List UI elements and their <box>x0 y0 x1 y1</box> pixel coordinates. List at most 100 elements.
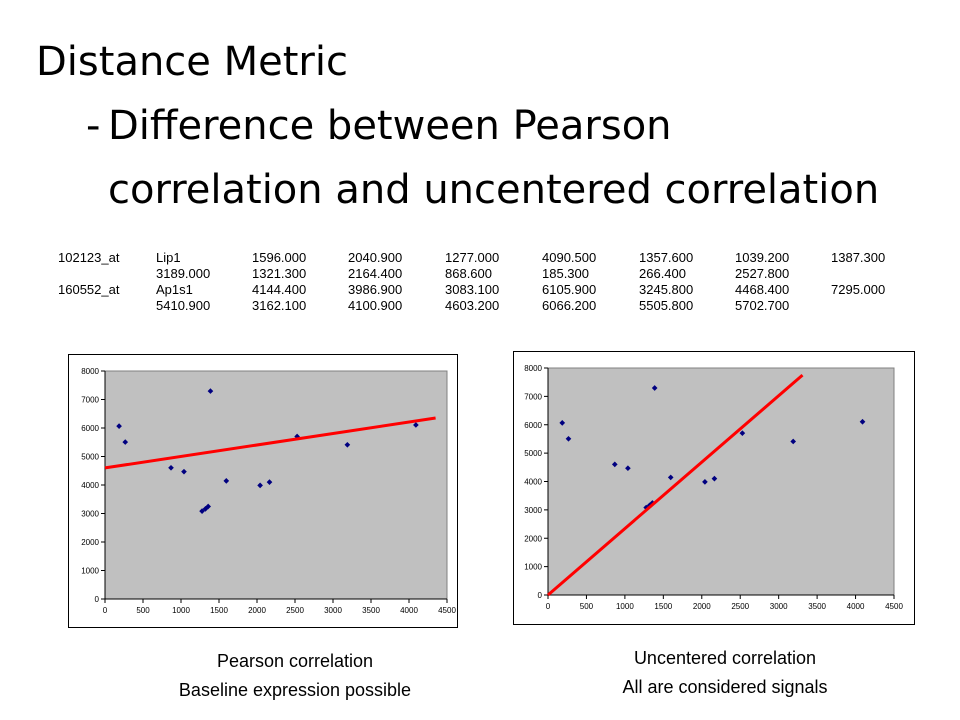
expression-value-cell: 3083.100 <box>445 282 500 297</box>
y-tick-label: 3000 <box>81 510 99 519</box>
data-point <box>168 464 174 471</box>
title-line-2: Difference between Pearson <box>108 103 672 149</box>
expression-value-cell: 2527.800 <box>735 266 790 281</box>
x-tick-label: 3500 <box>808 602 826 611</box>
y-tick-label: 6000 <box>524 421 542 430</box>
x-tick-label: 1000 <box>616 602 634 611</box>
data-point <box>667 474 674 481</box>
x-tick-label: 0 <box>546 602 551 611</box>
uncentered-scatter-chart: 0 1000 2000 3000 4000 5000 6000 7000 8000 0 500 100… <box>524 364 903 611</box>
expression-value-cell <box>831 266 891 282</box>
x-tick-label: 2500 <box>731 602 749 611</box>
expression-value-cell: 3189.000 <box>156 266 211 281</box>
pearson-chart-frame: 0 1000 2000 3000 4000 5000 6000 7000 8000 0 500 100… <box>68 354 458 628</box>
pearson-caption: Pearson correlation Baseline expression … <box>110 647 480 705</box>
expression-value-cell: 5702.700 <box>735 298 790 313</box>
expression-value-cell: 4468.400 <box>735 282 790 297</box>
expression-value-cell: 6105.900 <box>542 282 597 297</box>
expression-value-cell: 1387.300 <box>831 250 886 265</box>
pearson-scatter-chart: 0 1000 2000 3000 4000 5000 6000 7000 8000 0 500 100… <box>81 367 456 615</box>
probe-id-cell <box>58 298 156 314</box>
y-tick-label: 8000 <box>524 364 542 373</box>
title-subpoint: - Difference between Pearson <box>36 94 946 158</box>
y-tick-label: 2000 <box>81 538 99 547</box>
expression-value-cell: 3245.800 <box>639 282 694 297</box>
title-subpoint-cont: correlation and uncentered correlation <box>36 158 946 222</box>
expression-value-cell: 5505.800 <box>639 298 694 313</box>
x-tick-label: 4000 <box>847 602 865 611</box>
data-point <box>116 423 122 429</box>
gene-row: 3189.000 1321.300 2164.400 868.600 185.300 26… <box>58 266 891 282</box>
gene-symbol-cell: Ap1s1 <box>156 282 193 297</box>
gene-symbol-cell: Lip1 <box>156 250 181 265</box>
expression-value-cell: 868.600 <box>445 266 492 281</box>
x-tick-label: 3500 <box>362 606 380 615</box>
x-tick-label: 3000 <box>324 606 342 615</box>
data-point <box>790 438 797 445</box>
gene-expression-table: 102123_at Lip1 1596.000 2040.900 1277.000 409… <box>58 250 891 314</box>
expression-value-cell: 4100.900 <box>348 298 403 313</box>
y-tick-label: 5000 <box>81 453 99 462</box>
expression-value-cell: 2040.900 <box>348 250 403 265</box>
slide-title: Distance Metric - Difference between Pea… <box>36 30 946 222</box>
x-tick-label: 500 <box>136 606 150 615</box>
expression-value-cell: 6066.200 <box>542 298 597 313</box>
probe-id-cell: 102123_at <box>58 250 120 265</box>
y-tick-label: 2000 <box>524 534 542 543</box>
expression-value-cell: 4603.200 <box>445 298 500 313</box>
expression-value-cell <box>831 298 891 314</box>
data-point <box>711 475 718 482</box>
gene-row: 102123_at Lip1 1596.000 2040.900 1277.000 409… <box>58 250 891 266</box>
data-point <box>344 441 351 448</box>
plot-area <box>104 370 448 600</box>
x-tick-label: 1000 <box>172 606 190 615</box>
data-point <box>223 478 230 484</box>
trend-line <box>547 373 804 597</box>
expression-value-cell: 1357.600 <box>639 250 694 265</box>
gene-row: 5410.900 3162.100 4100.900 4603.200 6066.200… <box>58 298 891 314</box>
pearson-caption-line-1: Pearson correlation <box>216 651 374 671</box>
data-point <box>257 482 263 489</box>
data-point <box>122 439 129 445</box>
y-tick-label: 5000 <box>524 449 542 458</box>
data-point <box>266 479 273 485</box>
y-tick-label: 7000 <box>524 392 542 401</box>
data-point <box>625 465 631 472</box>
gene-row: 160552_at Ap1s1 4144.400 3986.900 3083.100 61… <box>58 282 891 298</box>
probe-id-cell: 160552_at <box>58 282 120 297</box>
y-tick-label: 4000 <box>81 481 99 490</box>
expression-value-cell: 1596.000 <box>252 250 307 265</box>
expression-value-cell: 185.300 <box>542 266 589 281</box>
x-tick-label: 2500 <box>286 606 304 615</box>
pearson-caption-line-2: Baseline expression possible <box>178 680 412 700</box>
x-tick-label: 3000 <box>770 602 788 611</box>
probe-id-cell <box>58 266 156 282</box>
expression-value-cell: 4144.400 <box>252 282 307 297</box>
x-tick-label: 1500 <box>210 606 228 615</box>
y-tick-label: 8000 <box>81 367 99 376</box>
expression-value-cell: 5410.900 <box>156 298 211 313</box>
data-point <box>202 506 209 512</box>
expression-value-cell: 7295.000 <box>831 282 886 297</box>
y-tick-label: 6000 <box>81 424 99 433</box>
uncentered-caption: Uncentered correlation All are considere… <box>540 644 910 702</box>
y-tick-label: 4000 <box>524 478 542 487</box>
expression-value-cell: 3986.900 <box>348 282 403 297</box>
uncentered-chart-frame: 0 1000 2000 3000 4000 5000 6000 7000 8000 0 500 100… <box>513 351 915 625</box>
y-tick-label: 3000 <box>524 506 542 515</box>
expression-value-cell: 4090.500 <box>542 250 597 265</box>
data-point <box>859 418 866 425</box>
x-tick-label: 4500 <box>885 602 903 611</box>
trend-line <box>104 416 436 470</box>
x-tick-label: 4000 <box>400 606 418 615</box>
uncentered-caption-line-2: All are considered signals <box>622 677 828 697</box>
y-tick-label: 0 <box>538 591 543 600</box>
plot-area <box>547 367 895 596</box>
title-line-3: correlation and uncentered correlation <box>108 167 880 213</box>
expression-value-cell: 266.400 <box>639 266 686 281</box>
expression-value-cell: 2164.400 <box>348 266 403 281</box>
expression-value-cell: 1277.000 <box>445 250 500 265</box>
expression-value-cell: 1039.200 <box>735 250 790 265</box>
y-tick-label: 7000 <box>81 396 99 405</box>
x-tick-label: 2000 <box>693 602 711 611</box>
